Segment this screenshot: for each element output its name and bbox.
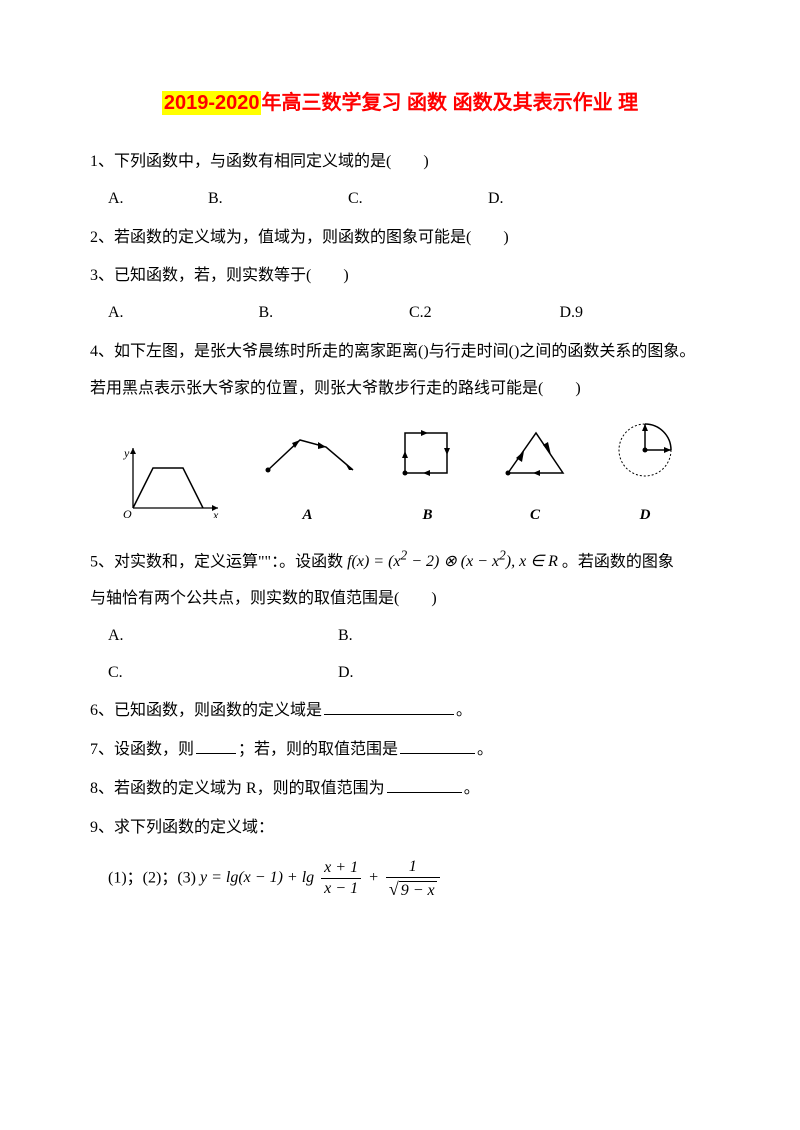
- q9-sub: (1)；(2)；(3) y = lg(x − 1) + lg x + 1 x −…: [90, 859, 710, 899]
- q2-text: 2、若函数的定义域为，值域为，则函数的图象可能是( ): [90, 220, 710, 257]
- q6-tail: 。: [456, 702, 472, 719]
- fig-a-svg: [258, 425, 358, 480]
- fig-a-label: A: [258, 498, 358, 533]
- figure-b: B: [393, 425, 463, 533]
- question-2: 2、若函数的定义域为，值域为，则函数的图象可能是( ): [90, 220, 710, 257]
- q9-frac2-den: √9 − x: [386, 878, 440, 899]
- question-5: 5、对实数和，定义运算""：。设函数 f(x) = (x2 − 2) ⊗ (x …: [90, 541, 710, 692]
- q7-blank2: [400, 738, 475, 754]
- q5-suffix: 。若函数的图象: [558, 553, 674, 570]
- figure-c: C: [498, 425, 573, 533]
- q5-options: A. B. C. D.: [90, 618, 710, 692]
- q3-text: 3、已知函数，若，则实数等于( ): [90, 258, 710, 295]
- q8-blank: [387, 777, 462, 793]
- q9-frac1-num: x + 1: [321, 860, 361, 879]
- q3-options: A. B. C.2 D.9: [90, 295, 710, 332]
- q1-options: A. B. C. D.: [90, 181, 710, 218]
- q5-formula: f(x) = (x2 − 2) ⊗ (x − x2), x ∈ R: [347, 553, 558, 570]
- q8-prefix: 8、若函数的定义域为 R，则的取值范围为: [90, 780, 385, 797]
- page-title: 2019-2020年高三数学复习 函数 函数及其表示作业 理: [90, 80, 710, 126]
- q9-sub-prefix: (1)；(2)；(3): [108, 869, 200, 886]
- figures-row: y x O A B: [90, 420, 710, 533]
- title-rest: 年高三数学复习 函数 函数及其表示作业 理: [261, 92, 638, 114]
- q1-text: 1、下列函数中，与函数有相同定义域的是( ): [90, 144, 710, 181]
- q4-line1: 4、如下左图，是张大爷晨练时所走的离家距离()与行走时间()之间的函数关系的图象…: [90, 334, 710, 371]
- figure-graph: y x O: [118, 443, 223, 533]
- q5-line1: 5、对实数和，定义运算""：。设函数 f(x) = (x2 − 2) ⊗ (x …: [90, 541, 710, 581]
- q9-frac2: 1 √9 − x: [386, 859, 440, 899]
- q5-line2: 与轴恰有两个公共点，则实数的取值范围是( ): [90, 581, 710, 618]
- q1-opt-b: B.: [208, 181, 348, 218]
- q9-formula: y = lg(x − 1) + lg x + 1 x − 1 + 1 √9 − …: [200, 869, 443, 886]
- q5-opt-a: A.: [108, 618, 338, 655]
- fig-d-label: D: [608, 498, 683, 533]
- q9-frac1-den: x − 1: [321, 879, 361, 897]
- q3-opt-c: C.2: [409, 295, 560, 332]
- q4-line2: 若用黑点表示张大爷家的位置，则张大爷散步行走的路线可能是( ): [90, 371, 710, 408]
- q1-opt-c: C.: [348, 181, 488, 218]
- q3-opt-a: A.: [108, 295, 259, 332]
- graph-svg: y x O: [118, 443, 223, 518]
- q9-frac1: x + 1 x − 1: [321, 860, 361, 897]
- q8-tail: 。: [464, 780, 480, 797]
- q1-opt-d: D.: [488, 181, 504, 218]
- svg-text:y: y: [123, 446, 130, 460]
- q7-prefix: 7、设函数，则: [90, 741, 194, 758]
- q9-text: 9、求下列函数的定义域：: [90, 810, 710, 847]
- fig-d-svg: [608, 420, 683, 480]
- question-9: 9、求下列函数的定义域： (1)；(2)；(3) y = lg(x − 1) +…: [90, 810, 710, 899]
- q5-prefix: 5、对实数和，定义运算""：。设函数: [90, 553, 347, 570]
- question-3: 3、已知函数，若，则实数等于( ) A. B. C.2 D.9: [90, 258, 710, 332]
- q9-frac2-num: 1: [386, 859, 440, 878]
- q3-opt-d: D.9: [560, 295, 711, 332]
- q7-tail: 。: [477, 741, 493, 758]
- q5-opt-b: B.: [338, 618, 568, 655]
- q6-blank: [324, 699, 454, 715]
- figure-d: D: [608, 420, 683, 533]
- question-4: 4、如下左图，是张大爷晨练时所走的离家距离()与行走时间()之间的函数关系的图象…: [90, 334, 710, 408]
- fig-c-svg: [498, 425, 573, 480]
- question-8: 8、若函数的定义域为 R，则的取值范围为 。: [90, 771, 710, 808]
- title-highlight: 2019-2020: [162, 91, 262, 115]
- svg-text:x: x: [212, 508, 219, 518]
- q6-text: 6、已知函数，则函数的定义域是: [90, 702, 322, 719]
- q5-opt-c: C.: [108, 655, 338, 692]
- figure-a: A: [258, 425, 358, 533]
- question-7: 7、设函数，则 ；若，则的取值范围是 。: [90, 732, 710, 769]
- fig-b-label: B: [393, 498, 463, 533]
- question-1: 1、下列函数中，与函数有相同定义域的是( ) A. B. C. D.: [90, 144, 710, 218]
- fig-c-label: C: [498, 498, 573, 533]
- q1-opt-a: A.: [108, 181, 208, 218]
- question-6: 6、已知函数，则函数的定义域是 。: [90, 693, 710, 730]
- svg-text:O: O: [123, 507, 132, 518]
- q3-opt-b: B.: [259, 295, 410, 332]
- fig-b-svg: [393, 425, 463, 480]
- q7-mid: ；若，则的取值范围是: [238, 741, 398, 758]
- q7-blank1: [196, 738, 236, 754]
- q5-opt-d: D.: [338, 655, 568, 692]
